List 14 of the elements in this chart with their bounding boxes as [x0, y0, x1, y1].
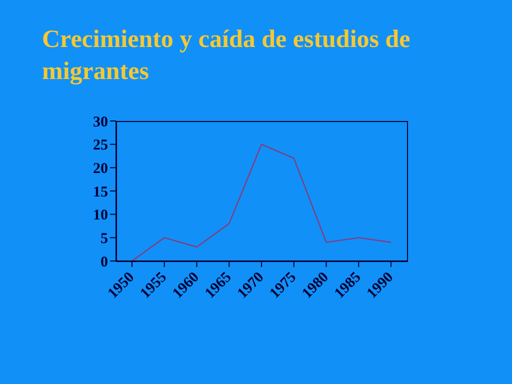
x-tick-label: 1990: [364, 269, 397, 302]
x-tick-label: 1980: [299, 269, 332, 302]
y-tick-label: 15: [93, 184, 108, 200]
line-series: [131, 144, 392, 261]
x-tick-label: 1960: [170, 269, 202, 302]
x-tick-label: 1950: [105, 269, 138, 302]
x-tick-label: 1970: [234, 269, 268, 302]
y-tick-label: 25: [93, 138, 108, 154]
y-tick-label: 30: [93, 114, 108, 130]
y-tick-label: 5: [100, 230, 108, 247]
y-tick-label: 20: [93, 160, 108, 177]
y-tick-label: 0: [100, 254, 108, 270]
y-tick-label: 10: [93, 208, 108, 224]
chart-title: Crecimiento y caída de estudios de migrantes: [42, 25, 412, 87]
